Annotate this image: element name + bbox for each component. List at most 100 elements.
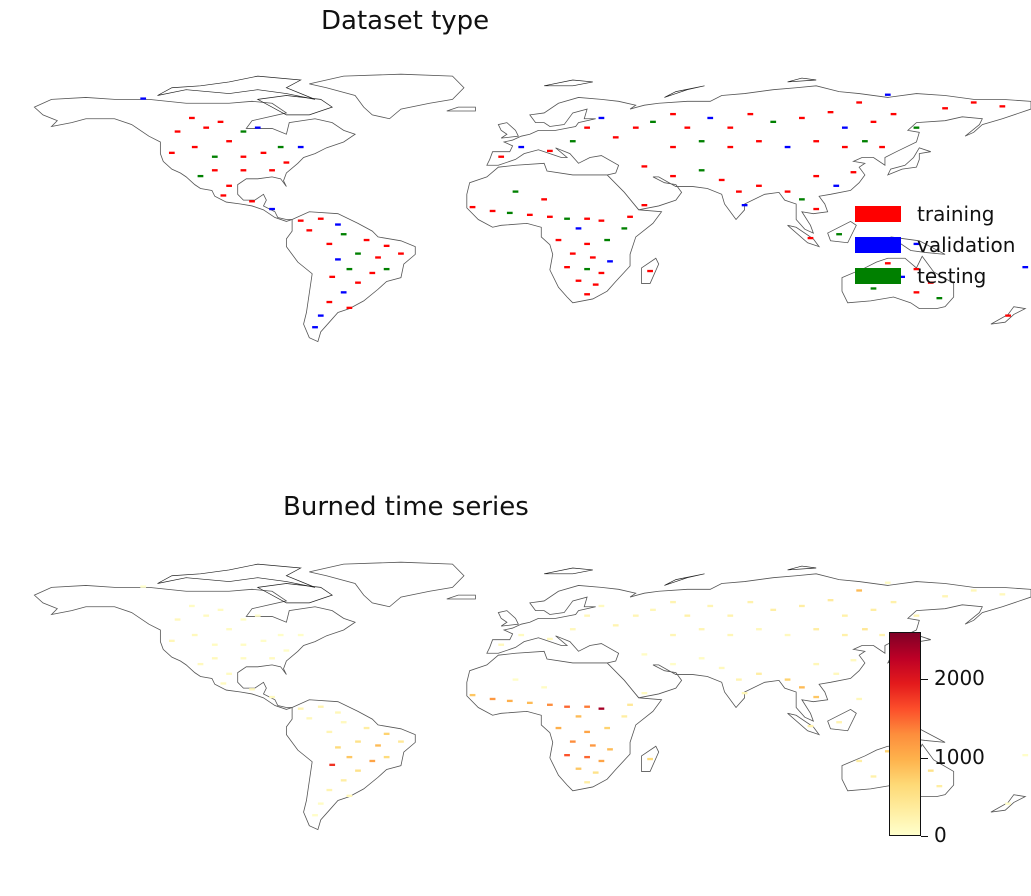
site-marker-training bbox=[1005, 314, 1011, 317]
site-marker-burned bbox=[569, 628, 576, 631]
legend-swatch-validation bbox=[855, 236, 901, 253]
site-marker-burned bbox=[1005, 802, 1011, 805]
site-marker-training bbox=[575, 279, 582, 282]
site-marker-training bbox=[189, 116, 195, 120]
site-marker-training bbox=[684, 126, 691, 129]
site-marker-burned bbox=[340, 721, 347, 724]
site-marker-burned bbox=[240, 643, 247, 646]
site-marker-training bbox=[670, 112, 676, 116]
site-marker-burned bbox=[1022, 754, 1029, 757]
site-marker-burned bbox=[211, 643, 218, 646]
site-marker-training bbox=[598, 271, 605, 275]
site-marker-burned bbox=[592, 771, 599, 774]
site-marker-testing bbox=[346, 267, 353, 271]
site-marker-training bbox=[283, 161, 290, 164]
site-marker-burned bbox=[575, 715, 582, 718]
site-marker-training bbox=[526, 213, 533, 217]
site-marker-training bbox=[799, 116, 805, 120]
site-marker-testing bbox=[870, 287, 877, 290]
site-marker-testing bbox=[604, 238, 611, 242]
site-marker-burned bbox=[756, 628, 762, 631]
site-marker-burned bbox=[650, 608, 656, 612]
site-marker-training bbox=[870, 120, 877, 124]
site-marker-testing bbox=[512, 190, 519, 193]
site-marker-burned bbox=[670, 662, 676, 666]
legend-swatch-training bbox=[855, 205, 901, 222]
site-marker-training bbox=[269, 169, 275, 172]
site-marker-training bbox=[670, 174, 676, 178]
site-marker-training bbox=[647, 269, 653, 273]
site-marker-validation bbox=[317, 314, 324, 317]
site-marker-testing bbox=[240, 130, 247, 133]
site-marker-burned bbox=[575, 767, 582, 770]
site-marker-validation bbox=[312, 326, 318, 329]
site-marker-validation bbox=[340, 291, 347, 294]
severnaya-zemlya-outline bbox=[788, 78, 817, 82]
site-marker-burned bbox=[269, 657, 275, 660]
site-marker-validation bbox=[913, 242, 920, 246]
site-marker-training bbox=[890, 112, 897, 116]
legend-item-testing: testing bbox=[855, 260, 1015, 291]
site-marker-training bbox=[999, 105, 1006, 108]
site-marker-burned bbox=[627, 703, 633, 706]
site-marker-burned bbox=[526, 701, 533, 705]
site-marker-burned bbox=[862, 628, 868, 631]
site-marker-burned bbox=[727, 633, 734, 637]
site-marker-validation bbox=[884, 93, 891, 96]
site-marker-training bbox=[584, 293, 590, 296]
site-marker-validation bbox=[707, 116, 714, 120]
site-marker-training bbox=[592, 283, 599, 286]
site-marker-training bbox=[584, 217, 590, 220]
site-marker-burned bbox=[541, 686, 548, 689]
great-britain-outline bbox=[498, 611, 518, 627]
site-marker-burned bbox=[670, 633, 676, 637]
site-marker-training bbox=[363, 238, 370, 242]
site-marker-validation bbox=[297, 145, 304, 149]
site-marker-testing bbox=[698, 169, 705, 172]
site-marker-training bbox=[226, 184, 232, 187]
site-marker-training bbox=[813, 207, 820, 211]
site-marker-training bbox=[584, 242, 590, 246]
site-marker-burned bbox=[226, 672, 232, 675]
site-marker-burned bbox=[369, 759, 376, 763]
site-marker-burned bbox=[168, 639, 175, 643]
site-marker-training bbox=[632, 126, 639, 129]
site-marker-burned bbox=[741, 692, 748, 695]
site-marker-burned bbox=[335, 711, 341, 714]
site-marker-burned bbox=[850, 659, 857, 662]
colorbar-tick bbox=[921, 836, 928, 837]
site-marker-training bbox=[807, 236, 814, 240]
site-marker-burned bbox=[913, 614, 920, 617]
site-marker-training bbox=[736, 190, 742, 193]
site-marker-training bbox=[670, 145, 676, 149]
site-marker-training bbox=[260, 151, 267, 155]
baffin-island-outline bbox=[258, 96, 332, 115]
site-marker-burned bbox=[254, 614, 261, 617]
site-marker-burned bbox=[841, 614, 848, 617]
site-marker-burned bbox=[584, 614, 590, 617]
site-marker-burned bbox=[807, 724, 814, 728]
site-marker-burned bbox=[684, 614, 691, 617]
site-marker-burned bbox=[612, 624, 619, 627]
site-marker-burned bbox=[220, 682, 227, 685]
map-burned-time-series bbox=[0, 568, 1031, 878]
site-marker-testing bbox=[650, 120, 656, 124]
site-marker-training bbox=[841, 145, 848, 149]
novaya-zemlya-outline bbox=[664, 86, 704, 98]
site-marker-burned bbox=[756, 672, 762, 675]
site-marker-burned bbox=[547, 637, 553, 641]
site-marker-burned bbox=[260, 639, 267, 643]
colorbar-tick-label: 2000 bbox=[934, 666, 985, 691]
site-marker-burned bbox=[598, 759, 605, 763]
japan-outline bbox=[888, 148, 931, 175]
site-marker-training bbox=[226, 140, 232, 143]
site-marker-burned bbox=[607, 748, 613, 751]
site-marker-burned bbox=[335, 746, 341, 749]
great-britain-outline bbox=[498, 123, 518, 139]
panel-title-dataset-type: Dataset type bbox=[321, 6, 490, 36]
site-marker-training bbox=[174, 130, 181, 133]
site-marker-testing bbox=[936, 297, 943, 300]
site-marker-training bbox=[383, 244, 390, 248]
site-marker-validation bbox=[741, 204, 748, 207]
site-marker-training bbox=[564, 266, 570, 269]
